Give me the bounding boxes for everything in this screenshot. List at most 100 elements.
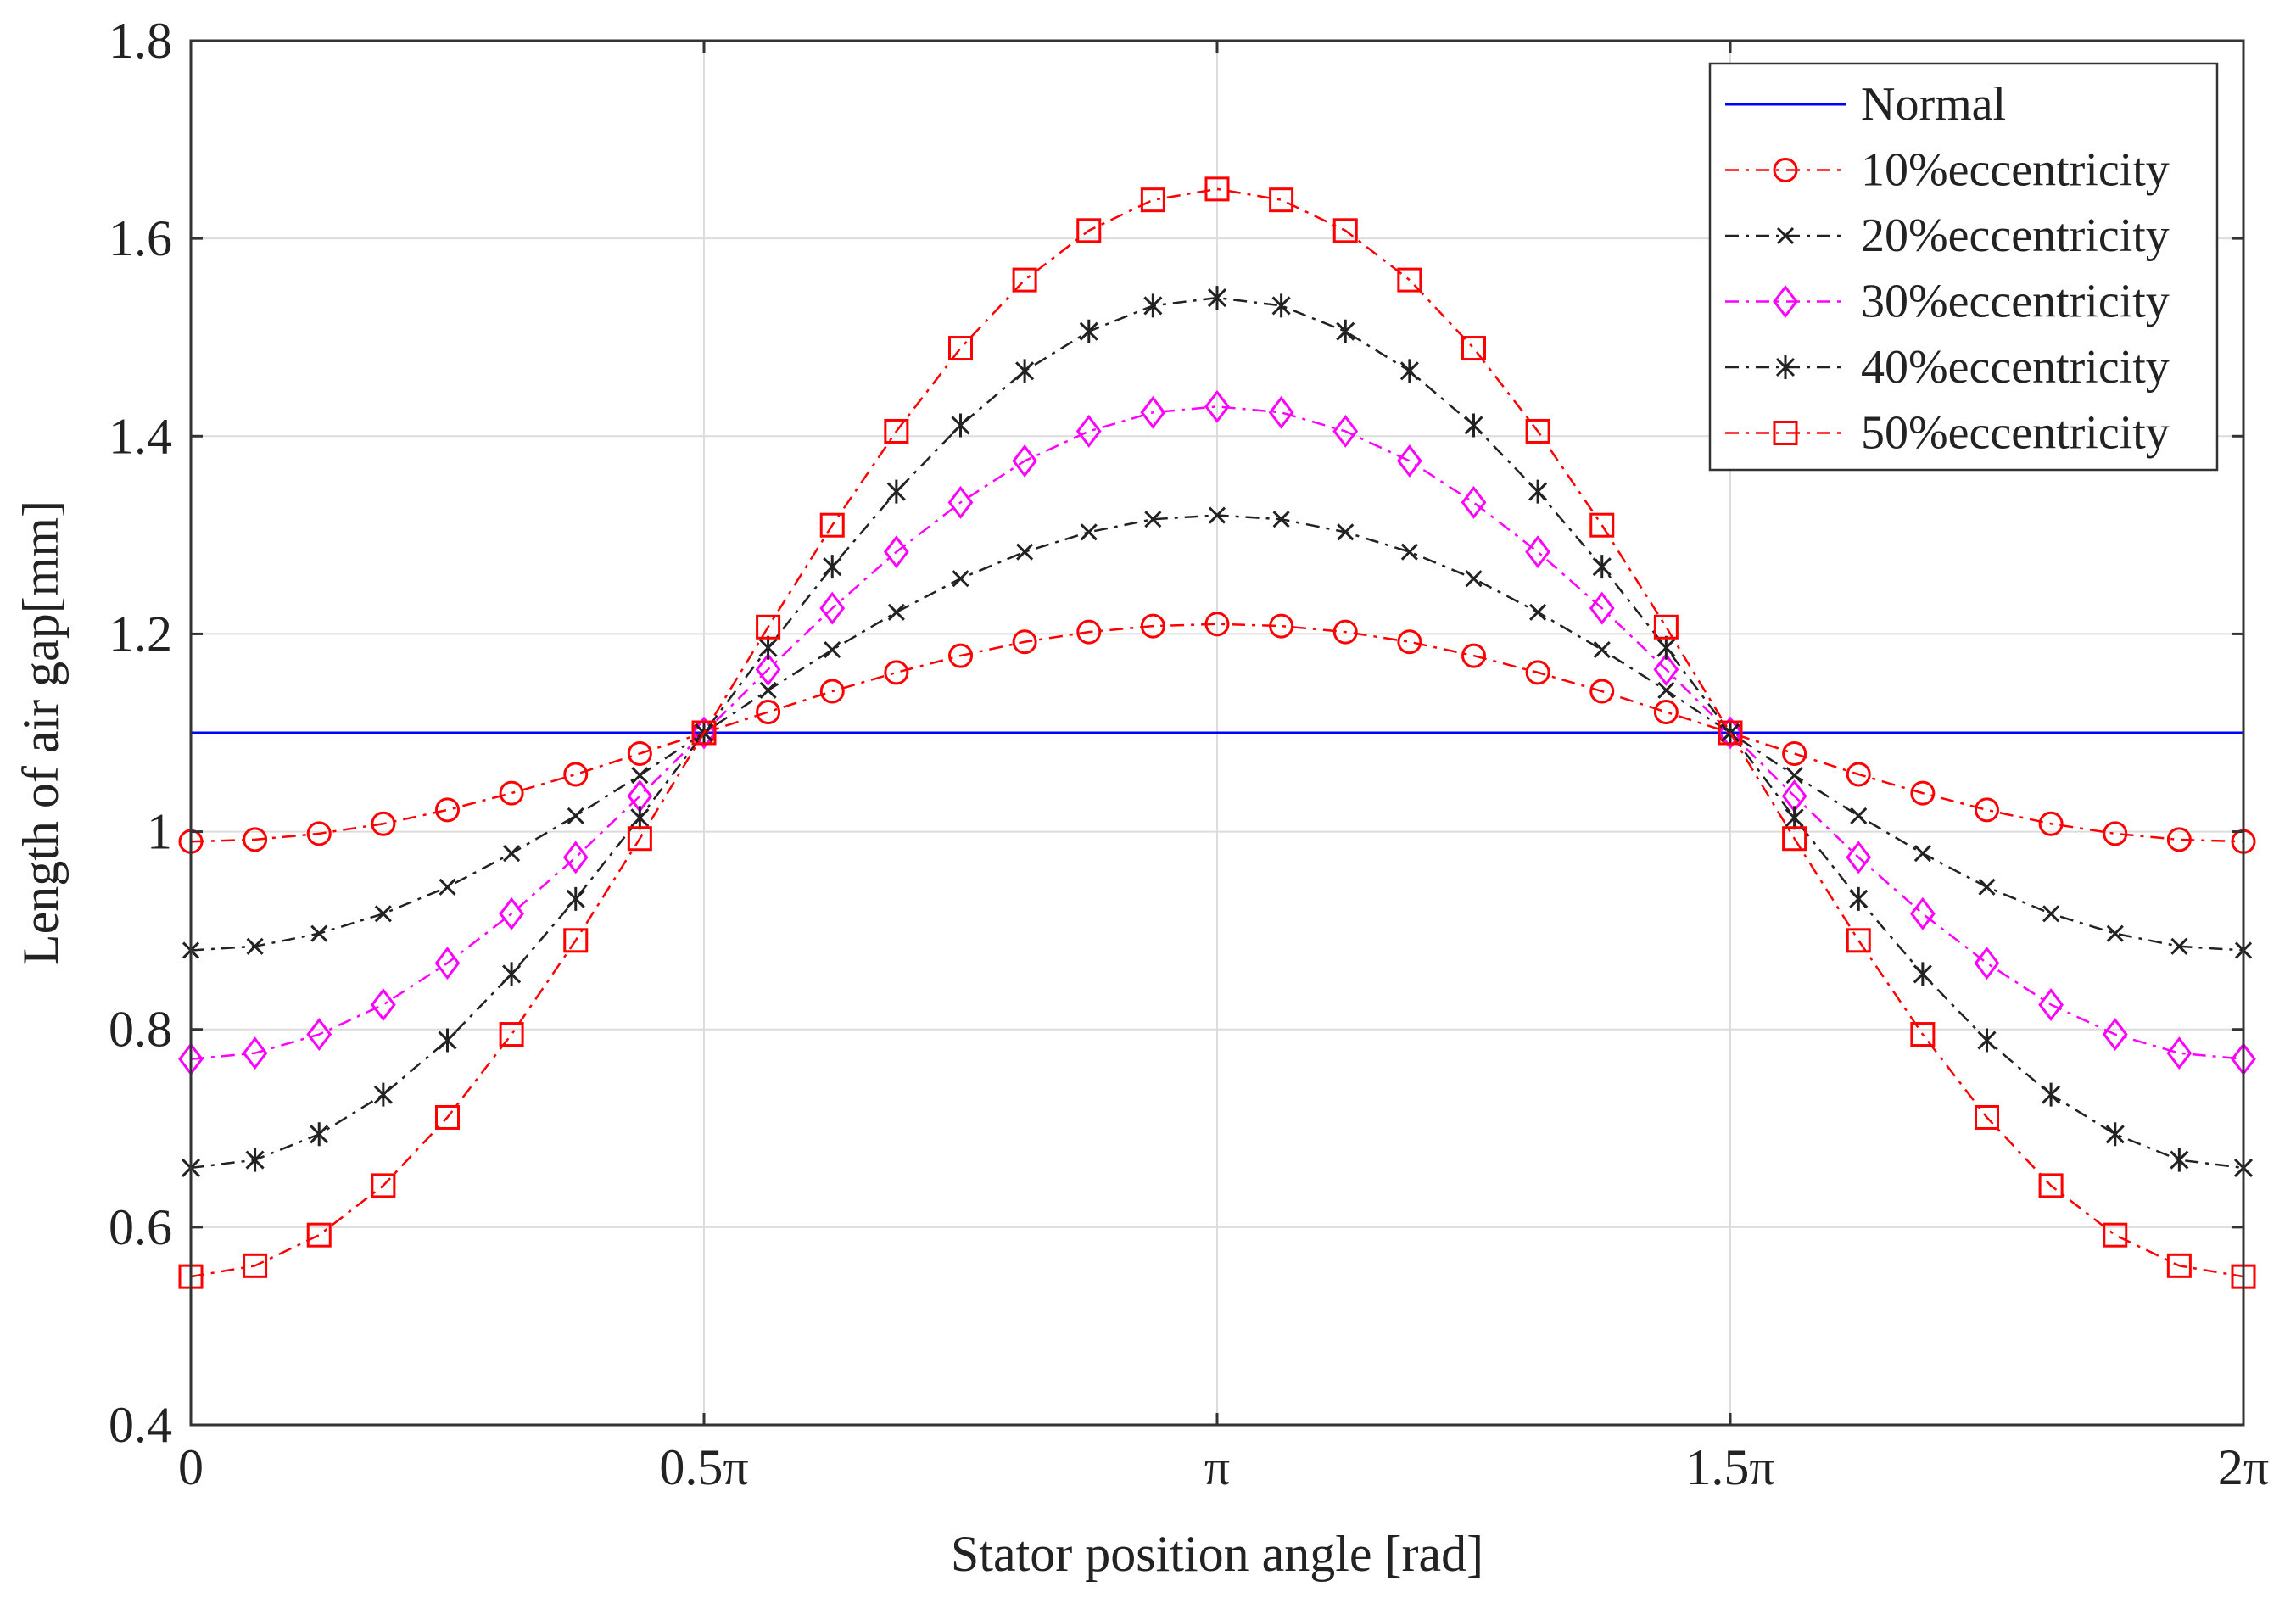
- data-point: [563, 928, 589, 953]
- data-point: [435, 1104, 461, 1130]
- data-point: [1529, 603, 1547, 621]
- series-layer: [178, 176, 2256, 1289]
- data-point: [1461, 643, 1487, 668]
- data-point: [2042, 905, 2060, 923]
- data-point: [1653, 700, 1679, 725]
- data-point: [1399, 359, 1419, 383]
- data-point: [1461, 485, 1487, 519]
- y-tick-label: 0.4: [109, 1397, 172, 1453]
- legend-entry: 50%eccentricity: [1725, 407, 2170, 460]
- data-point: [2105, 1122, 2125, 1147]
- data-point: [1977, 1028, 1997, 1053]
- data-point: [1400, 543, 1418, 561]
- data-point: [819, 512, 845, 538]
- y-tick-label: 1.2: [109, 606, 172, 662]
- data-point: [1653, 614, 1679, 640]
- x-axis-label: Stator position angle [rad]: [951, 1526, 1483, 1582]
- data-point: [1204, 176, 1230, 202]
- data-point: [2106, 924, 2124, 942]
- legend-entry: Normal: [1725, 78, 2006, 131]
- data-point: [245, 1148, 265, 1172]
- data-point: [1720, 721, 1740, 745]
- data-point: [438, 1028, 457, 1053]
- legend: Normal 10%eccentricity 20%eccentricity 30%e…: [1708, 62, 2219, 472]
- data-point: [306, 821, 332, 846]
- data-point: [2038, 988, 2064, 1022]
- data-point: [1268, 395, 1294, 429]
- data-point: [1974, 947, 2000, 980]
- data-point: [1461, 336, 1487, 361]
- data-point: [819, 679, 845, 704]
- data-point: [1718, 720, 1743, 746]
- data-point: [691, 716, 717, 750]
- data-point: [1012, 267, 1037, 293]
- data-point: [1975, 1104, 2000, 1130]
- y-tick-label: 1.8: [109, 13, 172, 69]
- data-point: [883, 535, 909, 569]
- data-point: [1271, 293, 1291, 318]
- y-tick-label: 1.4: [109, 408, 172, 464]
- data-point: [310, 924, 328, 942]
- data-point: [370, 988, 396, 1022]
- data-point: [566, 886, 585, 911]
- data-point: [2038, 1173, 2064, 1198]
- legend-label: 20%eccentricity: [1861, 209, 2170, 262]
- series-40-eccentricity: [181, 286, 2254, 1180]
- data-point: [759, 681, 777, 699]
- legend-entry: 10%eccentricity: [1725, 144, 2170, 197]
- data-point: [1140, 395, 1166, 429]
- legend-entry: 30%eccentricity: [1725, 276, 2170, 328]
- data-point: [1143, 293, 1163, 318]
- y-tick-label: 1.6: [109, 210, 172, 266]
- data-point: [823, 555, 842, 579]
- data-point: [1975, 797, 2000, 823]
- data-point: [1332, 218, 1358, 243]
- data-point: [1272, 511, 1290, 528]
- x-tick-label: π: [1204, 1439, 1230, 1495]
- series-30-eccentricity: [178, 389, 2256, 1076]
- data-point: [1846, 762, 1871, 787]
- data-point: [502, 962, 522, 986]
- data-point: [1336, 319, 1355, 344]
- data-point: [2170, 1148, 2189, 1172]
- data-point: [242, 1036, 268, 1070]
- legend-entry: 40%eccentricity: [1725, 341, 2170, 394]
- data-point: [758, 635, 778, 660]
- data-point: [948, 643, 974, 668]
- legend-marker: [1776, 226, 1795, 245]
- data-point: [947, 485, 974, 519]
- data-point: [373, 1082, 393, 1107]
- data-point: [1397, 629, 1422, 655]
- y-axis-ticks: 0.4 0.6 0.8 1 1.2 1.4 1.6 1.8: [109, 13, 2243, 1453]
- data-point: [819, 591, 846, 625]
- legend-marker: [1773, 421, 1798, 445]
- data-point: [1525, 418, 1550, 444]
- data-point: [948, 336, 974, 361]
- data-point: [310, 1122, 329, 1147]
- data-point: [567, 807, 584, 824]
- series-line: [190, 296, 2244, 1170]
- data-point: [1589, 591, 1615, 625]
- data-point: [884, 660, 909, 685]
- data-point: [1465, 570, 1483, 588]
- data-point: [1079, 319, 1098, 344]
- data-point: [1910, 780, 1936, 806]
- data-point: [1332, 414, 1359, 448]
- data-point: [499, 1022, 524, 1047]
- legend-entry: 20%eccentricity: [1725, 209, 2170, 262]
- data-point: [2166, 827, 2192, 852]
- x-axis-ticks: 0 0.5π π 1.5π 2π: [178, 41, 2269, 1495]
- data-point: [630, 806, 650, 830]
- data-point: [1076, 619, 1102, 645]
- data-point: [434, 947, 461, 980]
- data-point: [1656, 635, 1676, 660]
- data-point: [1846, 841, 1872, 874]
- legend-label: 50%eccentricity: [1861, 407, 2170, 460]
- data-point: [1718, 716, 1743, 750]
- data-point: [1653, 652, 1679, 686]
- data-point: [691, 720, 717, 746]
- data-point: [756, 614, 781, 640]
- data-point: [824, 641, 841, 659]
- data-point: [1909, 896, 1936, 930]
